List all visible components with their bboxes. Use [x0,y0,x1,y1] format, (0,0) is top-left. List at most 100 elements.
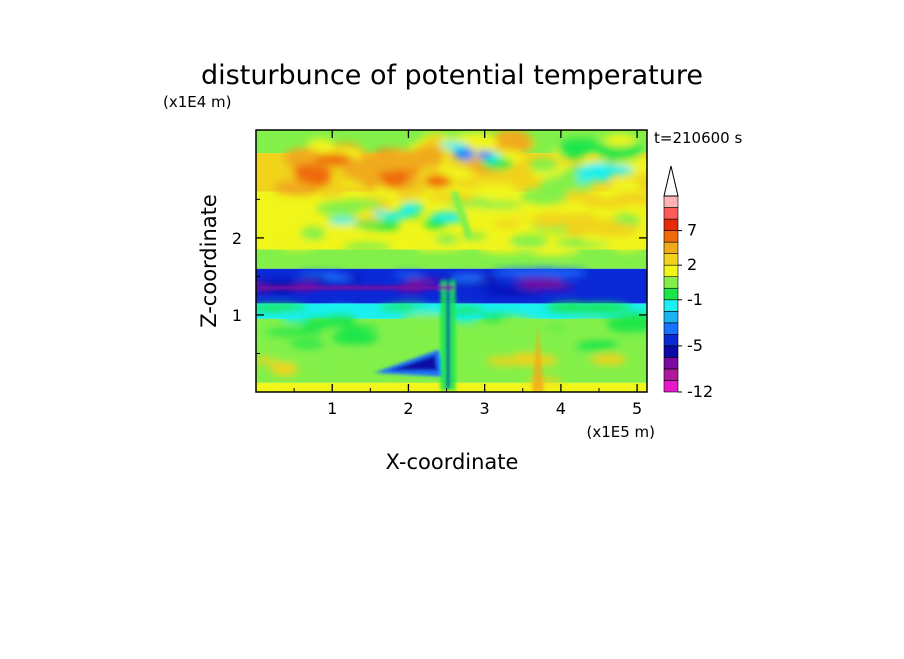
x-axis-label: X-coordinate [386,450,519,474]
texture-blob [600,316,647,333]
x-tick-label: 3 [480,399,490,418]
texture-blob [372,210,391,218]
feature-spike [531,326,545,392]
feature-plume-core [446,276,450,389]
y-axis: 12 [232,198,647,354]
colorbar-swatch [663,230,679,243]
x-axis: 1 2 3 4 5 [293,130,642,418]
texture-blob [300,318,335,329]
texture-blob [316,201,364,216]
texture-blob [605,164,632,176]
texture-blob [300,226,326,241]
texture-blob [532,213,576,225]
y-tick-label: 1 [232,306,242,325]
colorbar-swatch [663,195,679,208]
texture-blob [575,340,618,351]
texture-blob [476,150,493,159]
colorbar-label: -12 [687,382,713,401]
colorbar-swatch [663,264,679,278]
x-tick-label: 1 [327,399,337,418]
x-tick-label: 4 [556,399,566,418]
texture-blob [482,288,542,295]
texture-blob [451,312,480,323]
texture-blob [509,236,534,244]
texture-blob [603,134,637,147]
texture-blob [524,267,562,276]
x-scale-label: (x1E5 m) [586,423,655,441]
texture-blob [315,184,345,198]
colorbar-swatch [663,276,679,289]
colorbar-label: -5 [687,336,703,355]
texture-blob [520,188,568,205]
texture-blob [270,362,299,376]
texture-blob [327,216,358,225]
x-tick-label: 2 [403,399,413,418]
texture-blob [313,153,353,165]
texture-blob [558,138,590,160]
texture-blob [494,220,520,228]
field-band-5 [256,249,647,269]
texture-blob [447,142,468,151]
texture-blob [401,313,451,329]
colorbar-swatch [663,334,679,347]
texture-blob [342,157,381,180]
field-contours [256,130,647,392]
texture-blob [565,223,595,236]
colorbar-swatch [663,322,679,335]
texture-blob [423,219,446,229]
texture-blob [525,377,563,384]
texture-blob [269,353,304,363]
texture-blob [379,305,407,311]
texture-blob [472,200,523,209]
texture-blob [425,174,452,189]
texture-blob [296,271,341,277]
texture-blob [289,340,325,349]
texture-blob [294,164,331,183]
texture-blob [355,221,381,229]
colorbar-swatch [663,241,679,254]
texture-blob [590,354,627,365]
colorbar-swatch [663,218,679,231]
feature-wedge-inner [389,355,438,371]
colorbar-swatch [663,310,679,324]
texture-blob [595,140,643,162]
colorbar-extend-arrow [663,165,679,197]
texture-blob [403,278,441,286]
texture-blob [340,350,375,365]
texture-blob [278,237,316,250]
colorbar-swatch [663,207,679,220]
time-label: t=210600 s [654,129,742,147]
texture-blob [399,202,424,213]
texture-blob [343,242,392,251]
texture-blob [575,164,615,177]
texture-blob [323,274,352,281]
colorbar-swatch [663,357,679,370]
y-tick-label: 2 [232,229,242,248]
texture-blob [256,304,307,312]
colorbar-label: 2 [687,255,697,274]
texture-blob [460,233,488,241]
texture-blob [571,303,632,313]
x-tick-label: 5 [632,399,642,418]
texture-blob [391,272,425,277]
texture-blob [416,239,443,251]
texture-blob [612,191,647,205]
colorbar-label: 7 [687,221,697,240]
texture-blob [529,157,558,172]
colorbar-swatch [663,345,679,358]
texture-blob [422,153,444,167]
y-scale-label: (x1E4 m) [163,93,232,111]
plot-frame [255,129,648,393]
field-features [259,191,545,392]
colorbar-swatch [663,287,679,301]
texture-blob [445,276,488,280]
texture-blob [426,193,477,202]
feature-streak [450,191,474,238]
texture-blob [589,222,639,237]
colorbar-label: -1 [687,290,703,309]
texture-blob [283,147,321,169]
texture-blob [281,313,309,322]
texture-blob [327,307,358,314]
